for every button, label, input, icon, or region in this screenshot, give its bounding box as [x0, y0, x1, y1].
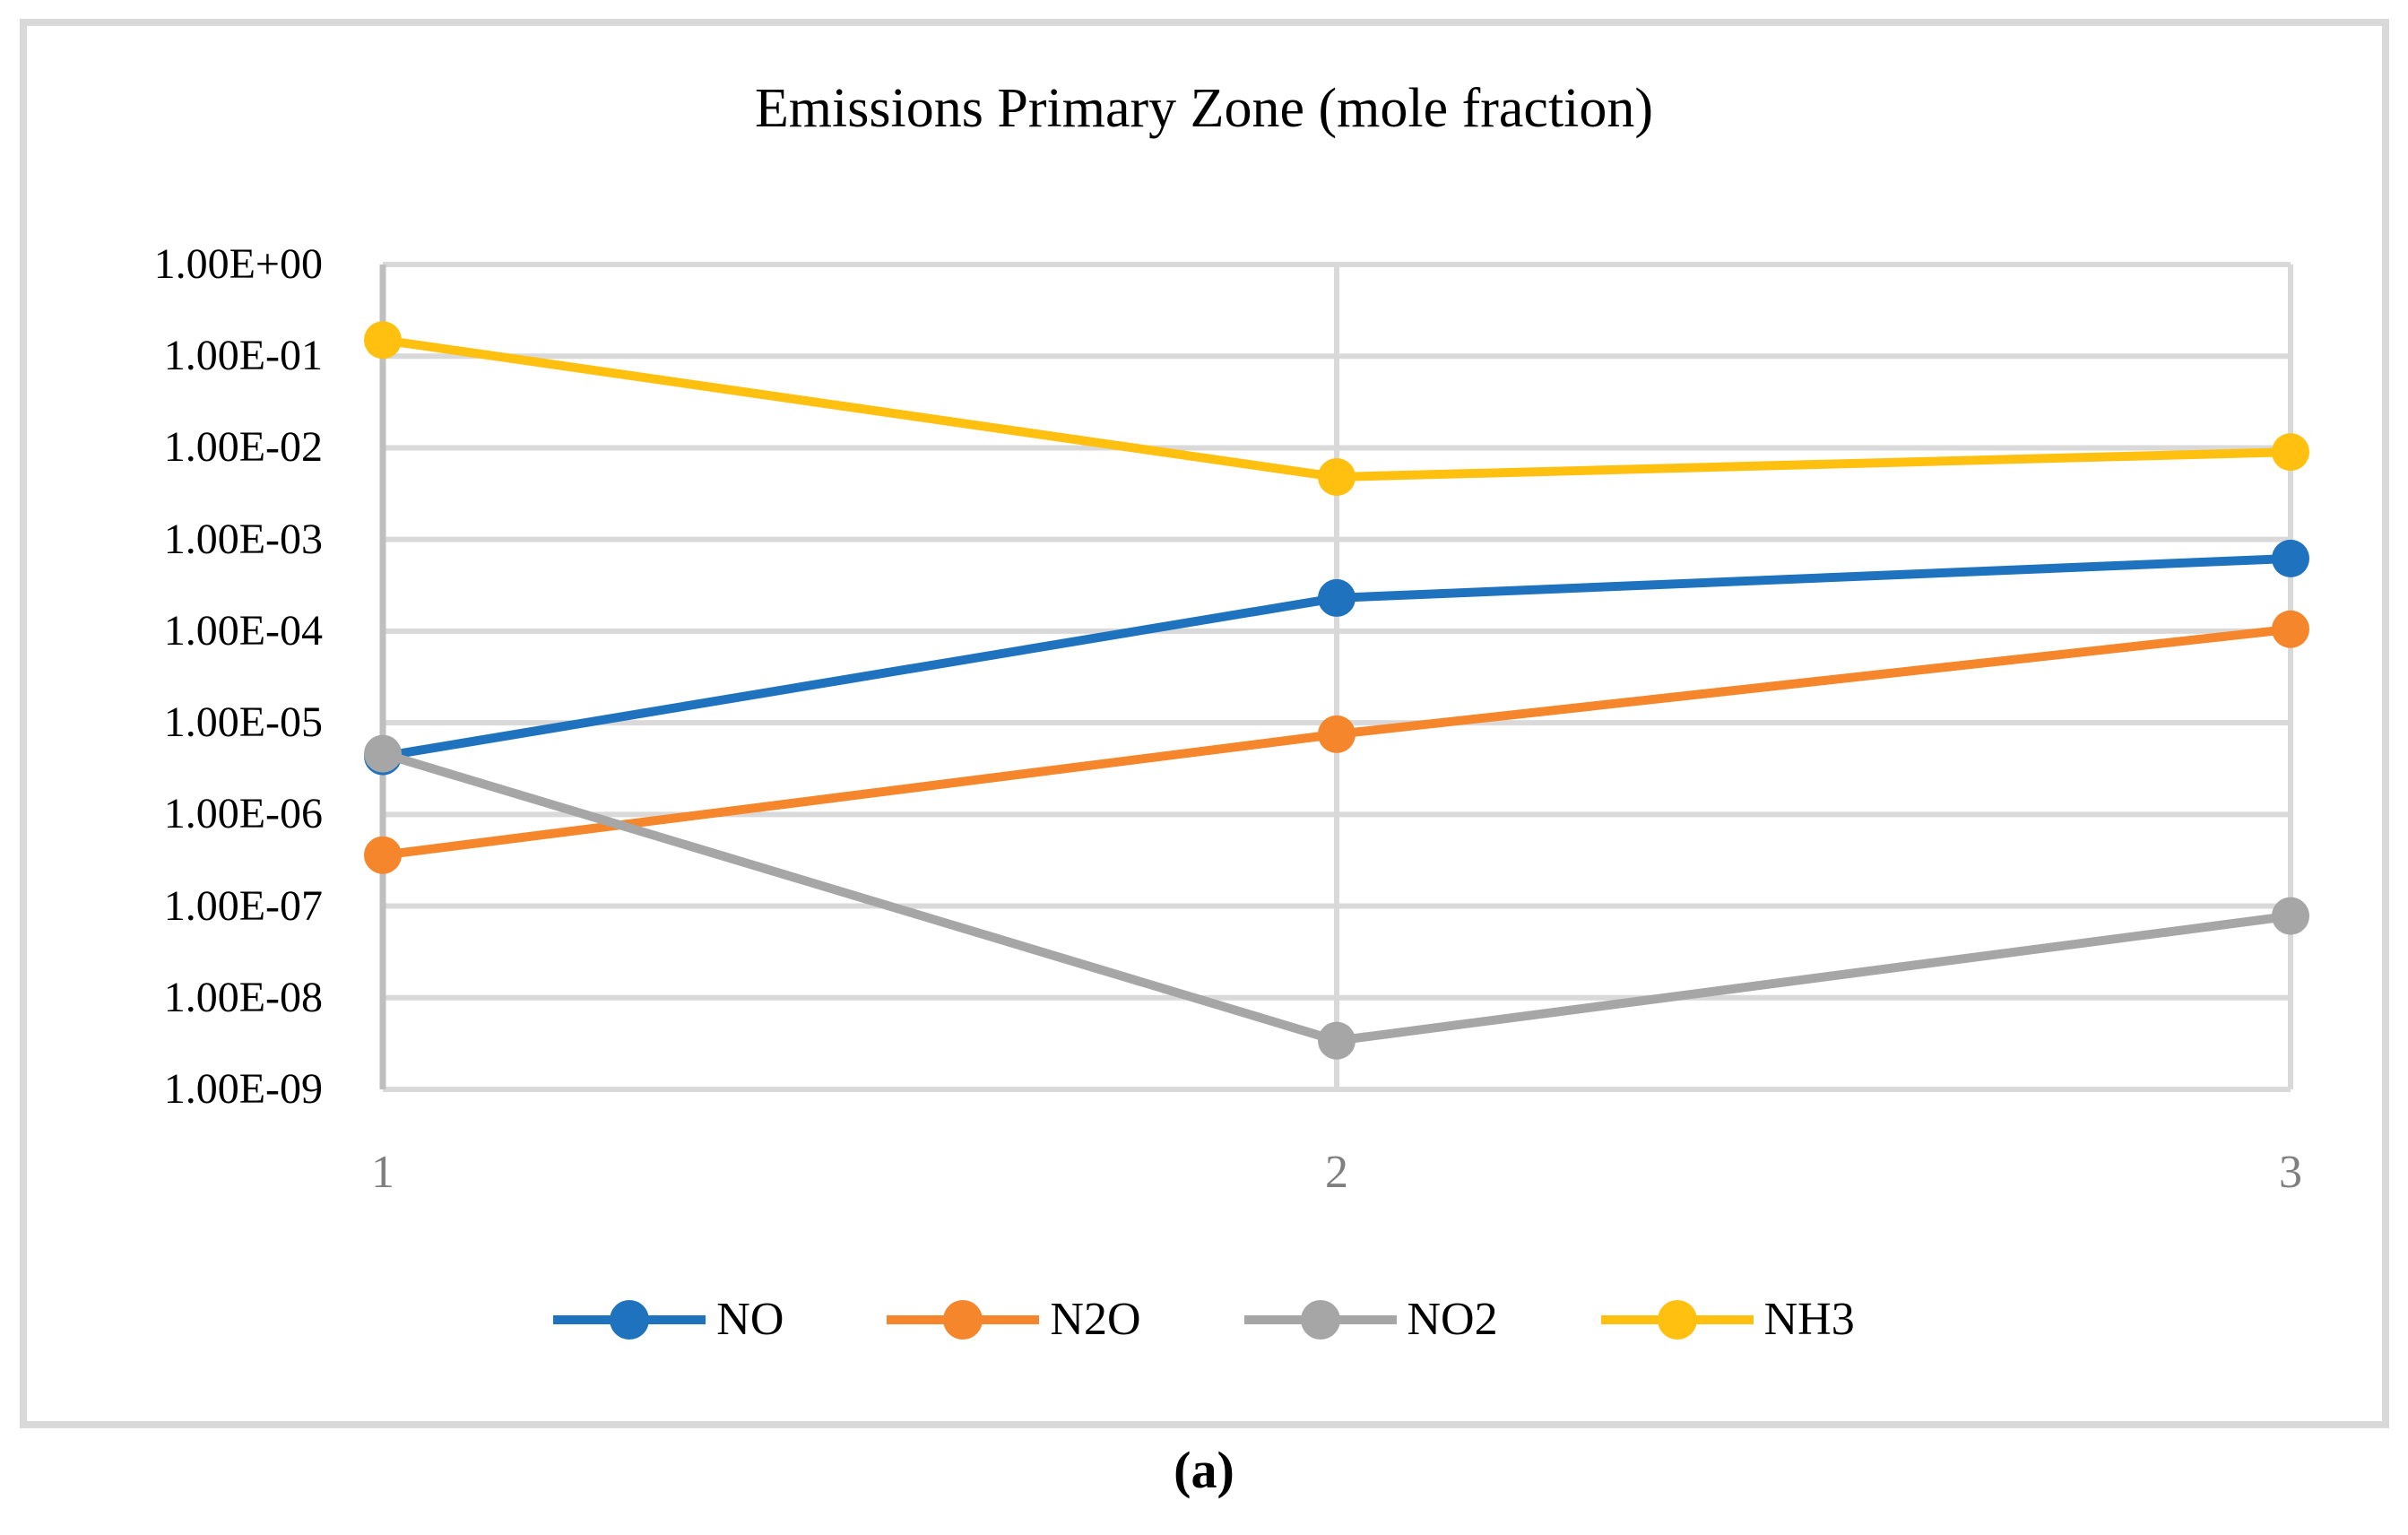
legend-marker-icon: [1600, 1299, 1754, 1340]
y-tick-label: 1.00E-04: [163, 606, 323, 655]
data-point-NH3-3: [2272, 433, 2309, 472]
y-tick-label: 1.00E-05: [163, 698, 323, 747]
legend-item-N2O: N2O: [887, 1293, 1141, 1346]
data-point-NO2-2: [1318, 1021, 1356, 1060]
data-point-N2O-2: [1318, 715, 1356, 753]
legend-marker-icon: [553, 1299, 706, 1340]
data-point-NH3-2: [1318, 458, 1356, 497]
y-tick-label: 1.00E-09: [163, 1065, 323, 1113]
data-point-NH3-1: [364, 321, 402, 360]
chart-title: Emissions Primary Zone (mole fraction): [754, 78, 1654, 139]
figure-caption: (a): [1174, 1441, 1234, 1499]
y-tick-label: 1.00E-01: [163, 332, 323, 380]
y-tick-label: 1.00E-02: [163, 423, 323, 472]
legend-item-NO: NO: [553, 1293, 784, 1346]
data-point-NO-3: [2272, 539, 2309, 577]
y-tick-label: 1.00E+00: [153, 240, 323, 288]
legend-item-NH3: NH3: [1600, 1293, 1855, 1346]
legend-marker-icon: [1243, 1299, 1397, 1340]
legend-item-NO2: NO2: [1243, 1293, 1498, 1346]
legend: NO N2O NO2 NH3: [0, 1293, 2408, 1346]
legend-marker-icon: [887, 1299, 1040, 1340]
data-point-NO-2: [1318, 578, 1356, 617]
x-tick-label: 1: [371, 1147, 394, 1198]
x-tick-label: 3: [2279, 1147, 2302, 1198]
legend-label: N2O: [1050, 1294, 1141, 1345]
y-tick-label: 1.00E-08: [163, 973, 323, 1021]
y-tick-label: 1.00E-07: [163, 881, 323, 930]
data-point-NO2-3: [2272, 897, 2309, 935]
legend-label: NH3: [1763, 1294, 1855, 1345]
data-point-N2O-3: [2272, 610, 2309, 648]
x-tick-label: 2: [1325, 1147, 1348, 1198]
legend-label: NO2: [1407, 1294, 1498, 1345]
y-tick-label: 1.00E-03: [163, 515, 323, 563]
data-point-N2O-1: [364, 836, 402, 874]
legend-label: NO: [716, 1294, 784, 1345]
data-point-NO2-1: [364, 734, 402, 773]
y-tick-label: 1.00E-06: [163, 790, 323, 838]
